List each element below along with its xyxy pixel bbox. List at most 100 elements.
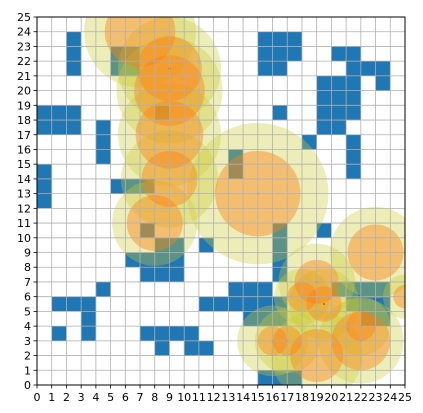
obstacle-cell (331, 75, 347, 91)
y-tick-label: 8 (24, 261, 31, 274)
obstacle-cell (346, 149, 361, 165)
plot-area: 0 1 2 3 4 5 6 7 8 9 10 11 12 13 14 15 16 17 18 19 20 21 22 23 24… (17, 11, 412, 404)
obstacle-cell (125, 252, 141, 268)
obstacle-cell (169, 237, 185, 253)
obstacle-cell (110, 61, 126, 76)
obstacle-cell (257, 31, 273, 47)
y-tick-label: 17 (17, 129, 31, 142)
obstacle-cell (66, 296, 82, 312)
obstacle-cell (125, 61, 141, 76)
obstacle-cell (346, 105, 361, 121)
obstacle-cell (154, 105, 170, 121)
obstacle-cell (198, 340, 214, 356)
obstacle-cell (257, 61, 273, 76)
x-tick-label: 17 (280, 391, 294, 404)
obstacle-cell (37, 164, 52, 179)
obstacle-cell (37, 178, 52, 194)
obstacle-cell (51, 296, 67, 312)
y-tick-label: 10 (17, 232, 31, 245)
y-tick-label: 19 (17, 99, 31, 112)
obstacle-cell (316, 90, 332, 106)
y-tick-label: 11 (17, 217, 31, 230)
obstacle-cell (272, 61, 288, 76)
x-tick-label: 2 (63, 391, 70, 404)
obstacle-cell (346, 281, 361, 297)
obstacle-cell (81, 296, 96, 312)
y-tick-label: 24 (17, 26, 31, 39)
obstacle-cell (257, 296, 273, 312)
y-tick-label: 3 (24, 335, 31, 348)
y-tick-label: 16 (17, 143, 31, 156)
x-tick-label: 8 (151, 391, 158, 404)
obstacle-cell (95, 281, 111, 297)
obstacle-cell (37, 193, 52, 209)
x-tick-label: 24 (383, 391, 397, 404)
obstacle-cell (272, 252, 288, 268)
x-tick-label: 5 (107, 391, 114, 404)
y-tick-label: 21 (17, 70, 31, 83)
obstacle-cell (66, 105, 82, 121)
obstacle-cell (95, 149, 111, 165)
obstacle-cell (360, 61, 376, 76)
y-tick-label: 14 (17, 173, 31, 186)
y-tick-label: 0 (24, 379, 31, 392)
obstacle-cell (154, 326, 170, 341)
obstacle-cell (184, 340, 199, 356)
obstacle-cell (346, 75, 361, 91)
obstacle-cell (37, 105, 52, 121)
x-tick-label: 1 (48, 391, 55, 404)
obstacle-cell (346, 296, 361, 312)
obstacle-cell (346, 164, 361, 179)
obstacle-cell (287, 31, 302, 47)
obstacle-cell (272, 46, 288, 62)
obstacle-cell (257, 311, 273, 327)
obstacle-cell (346, 134, 361, 150)
obstacle-cell (360, 281, 376, 297)
obstacle-cell (375, 281, 391, 297)
obstacle-cell (110, 46, 126, 62)
x-tick-label: 22 (354, 391, 368, 404)
obstacle-cell (346, 46, 361, 62)
obstacle-cell (243, 281, 258, 297)
obstacle-cell (51, 120, 67, 135)
obstacle-cell (169, 267, 185, 282)
obstacle-cell (331, 105, 347, 121)
obstacle-cell (66, 46, 82, 62)
obstacle-cell (154, 340, 170, 356)
x-tick-label: 3 (78, 391, 85, 404)
x-tick-label: 13 (221, 391, 235, 404)
y-tick-label: 7 (24, 276, 31, 289)
obstacle-cell (228, 164, 244, 179)
obstacle-cell (272, 31, 288, 47)
obstacle-cell (257, 46, 273, 62)
obstacle-cell (272, 237, 288, 253)
obstacle-cell (198, 296, 214, 312)
obstacle-cell (360, 296, 376, 312)
y-tick-label: 13 (17, 188, 31, 201)
x-tick-label: 21 (339, 391, 353, 404)
obstacle-cell (198, 237, 214, 253)
obstacle-cell (360, 311, 376, 327)
x-tick-label: 16 (266, 391, 280, 404)
obstacle-cell (272, 370, 288, 385)
obstacle-cell (169, 252, 185, 268)
obstacle-cell (66, 120, 82, 135)
x-tick-label: 20 (324, 391, 338, 404)
obstacle-cell (331, 46, 347, 62)
y-tick-label: 22 (17, 55, 31, 68)
x-tick-label: 12 (207, 391, 221, 404)
obstacle-cell (316, 75, 332, 91)
obstacle-cell (272, 267, 288, 282)
obstacle-cell (375, 61, 391, 76)
y-tick-label: 18 (17, 114, 31, 127)
obstacle-cell (331, 120, 347, 135)
x-tick-label: 23 (369, 391, 383, 404)
obstacle-cell (154, 237, 170, 253)
y-tick-label: 1 (24, 364, 31, 377)
obstacle-cell (228, 296, 244, 312)
obstacle-cell (375, 75, 391, 91)
obstacle-cell (140, 178, 155, 194)
x-tick-label: 25 (398, 391, 412, 404)
obstacle-cell (95, 134, 111, 150)
